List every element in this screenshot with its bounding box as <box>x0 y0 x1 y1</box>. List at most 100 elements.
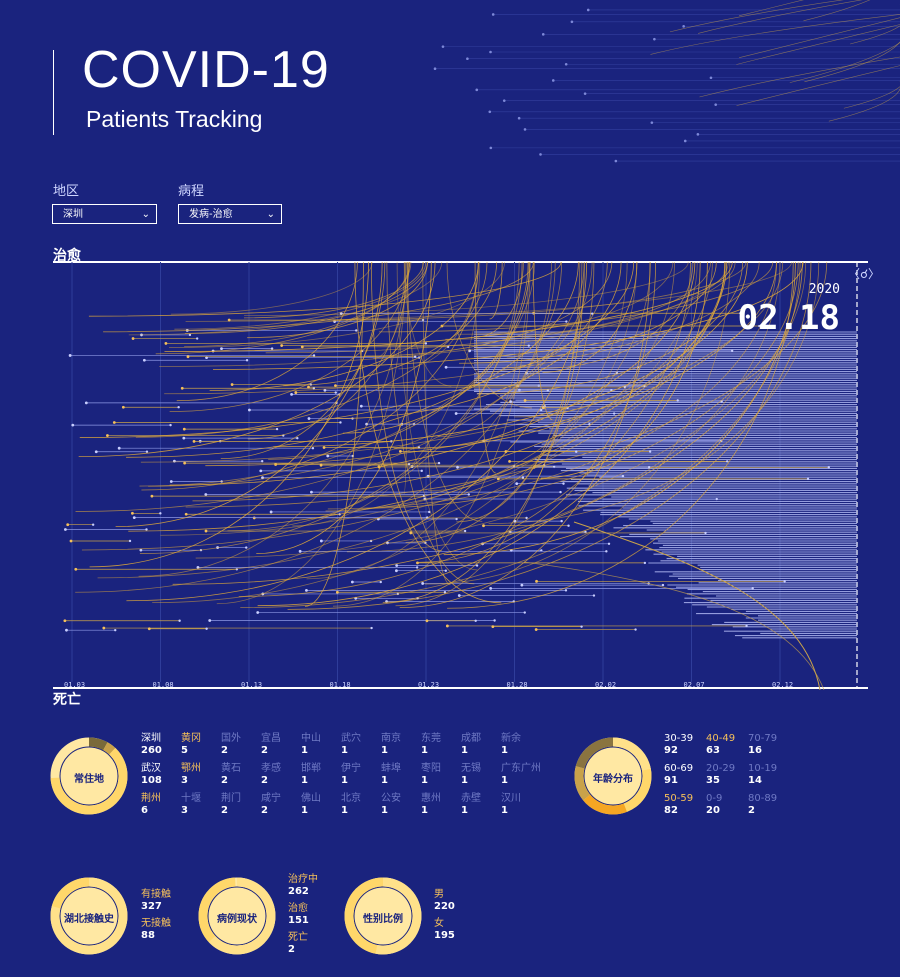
death-arc <box>573 521 821 690</box>
cured-arc <box>148 262 593 487</box>
decor-dot <box>653 37 656 41</box>
cured-arc <box>135 262 488 438</box>
onset-dot <box>192 439 196 443</box>
cured-arc <box>168 262 505 348</box>
onset-dot <box>117 446 121 450</box>
event-dot <box>334 391 337 394</box>
onset-dot <box>256 611 260 614</box>
onset-dot <box>147 627 151 631</box>
page-title: COVID-19 <box>82 41 330 99</box>
decor-dot <box>586 8 590 12</box>
event-dot <box>91 523 95 526</box>
onset-dot <box>63 619 67 623</box>
residence-stat: 成都 1 <box>461 733 481 757</box>
event-dot <box>634 628 637 631</box>
event-dot <box>605 550 608 553</box>
cured-arc <box>164 262 760 395</box>
region-select[interactable]: 深圳 ⌄ <box>52 204 157 224</box>
cured-arc <box>170 262 373 315</box>
cured-arc <box>373 262 406 360</box>
cured-arc <box>398 262 479 370</box>
event-dot <box>428 510 431 514</box>
cured-arc <box>103 262 535 333</box>
residence-stat-count: 1 <box>381 805 388 816</box>
onset-dot <box>290 393 293 396</box>
residence-stat: 佛山 1 <box>301 793 321 817</box>
gender-stat-count: 195 <box>434 930 455 941</box>
onset-dot <box>139 548 143 552</box>
onset-dot <box>169 480 173 483</box>
residence-stat: 新余 1 <box>501 733 521 757</box>
stat-donuts <box>50 737 652 955</box>
event-dot <box>592 594 596 597</box>
event-dot <box>783 580 786 583</box>
chevron-down-icon: ⌄ <box>141 209 150 220</box>
onset-dot <box>307 417 311 420</box>
residence-stat: 鄂州 3 <box>181 763 201 787</box>
cured-arc <box>247 262 428 339</box>
age-donut-center <box>584 747 642 805</box>
cured-arc <box>428 262 638 492</box>
event-dot <box>145 528 148 531</box>
event-dot <box>591 312 594 315</box>
age-stat-count: 63 <box>706 745 720 756</box>
residence-stat: 武穴 1 <box>341 733 361 757</box>
onset-dot <box>457 594 461 597</box>
onset-dot <box>63 528 67 531</box>
event-dot <box>745 624 748 628</box>
onset-dot <box>69 539 73 543</box>
residence-stat: 惠州 1 <box>421 793 441 817</box>
hubei-donut-label: 湖北接触史 <box>64 914 114 925</box>
event-dot <box>169 423 172 427</box>
event-dot <box>730 349 734 353</box>
decor-arc <box>650 14 900 55</box>
event-dot <box>493 619 496 622</box>
event-dot <box>339 421 342 424</box>
cured-arc <box>403 262 409 495</box>
residence-stat: 孝感 2 <box>261 763 281 787</box>
age-donut-segment <box>574 737 652 815</box>
decor-dot <box>583 92 587 95</box>
cured-section-label: 治愈 <box>53 248 81 264</box>
event-dot <box>739 312 742 315</box>
cured-arc <box>247 262 410 440</box>
onset-dot <box>71 423 75 427</box>
cured-arc <box>128 262 443 336</box>
event-dot <box>648 450 652 453</box>
onset-dot <box>399 449 402 453</box>
cured-arc <box>406 262 483 522</box>
bottom-rule <box>53 687 868 689</box>
residence-stat: 伊宁 1 <box>341 763 361 787</box>
age-stat-count: 92 <box>664 745 678 756</box>
event-dot <box>567 524 570 527</box>
onset-dot <box>307 385 310 389</box>
residence-stat-count: 1 <box>501 775 508 786</box>
residence-stat: 枣阳 1 <box>421 763 441 787</box>
event-dot <box>806 477 810 481</box>
onset-dot <box>180 386 184 390</box>
residence-stat: 东莞 1 <box>421 733 441 757</box>
play-control-icon[interactable]: 〈☌〉 <box>848 267 881 281</box>
residence-stat-count: 3 <box>181 805 188 816</box>
hubei-stat: 有接触 327 <box>141 889 171 913</box>
onset-dot <box>121 405 125 409</box>
onset-dot <box>94 450 98 454</box>
age-stat-name: 80-89 <box>748 793 778 804</box>
cured-arc <box>268 262 529 460</box>
onset-dot <box>259 469 263 473</box>
cured-arc <box>488 262 820 525</box>
decor-dot <box>683 139 687 143</box>
hubei-stat: 无接触 88 <box>141 918 171 942</box>
residence-stat-count: 2 <box>221 745 228 756</box>
onset-dot <box>220 347 223 351</box>
onset-dot <box>294 391 298 394</box>
gender-donut-segment <box>344 877 422 955</box>
event-dot <box>474 619 477 623</box>
death-arc <box>523 561 825 690</box>
onset-dot <box>66 523 70 527</box>
cured-arc <box>185 262 828 508</box>
onset-dot <box>74 567 78 571</box>
status-donut-segment <box>198 877 276 955</box>
onset-dot <box>515 482 519 486</box>
course-select[interactable]: 发病-治愈 ⌄ <box>178 204 282 224</box>
